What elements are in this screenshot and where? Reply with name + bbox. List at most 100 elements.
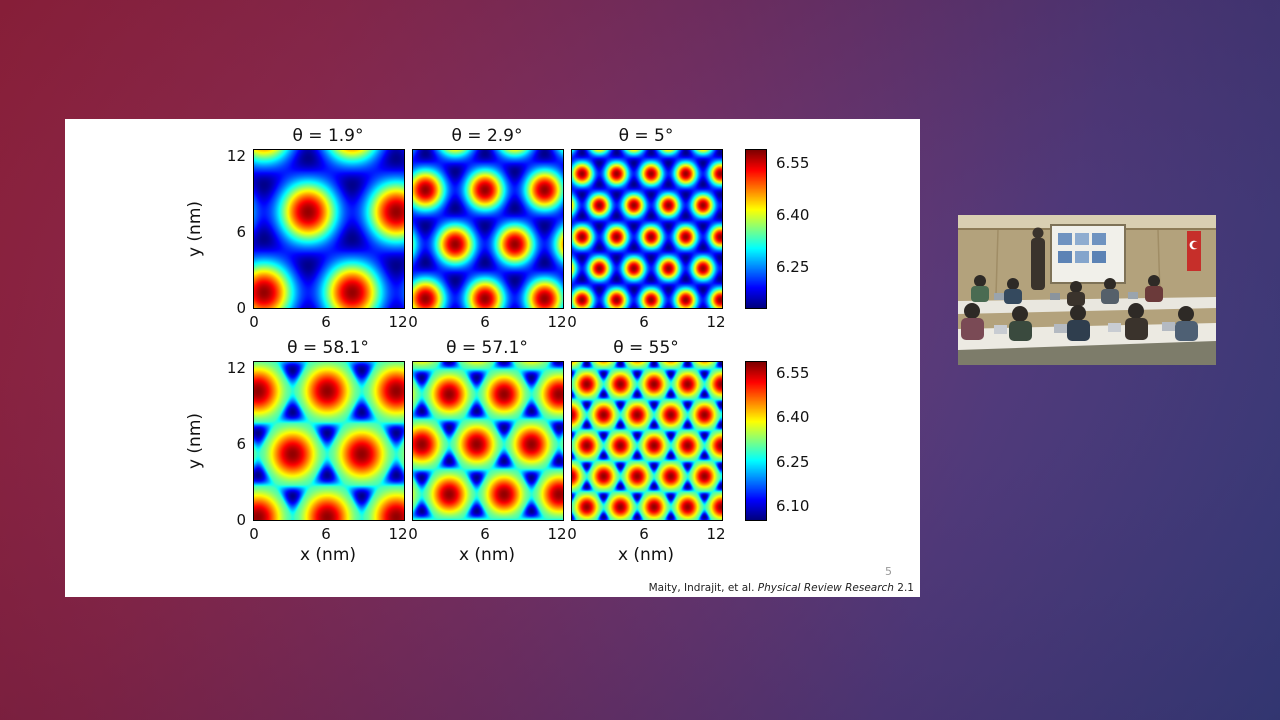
- x-tick-label: 6: [639, 525, 649, 543]
- y-axis-label: y (nm): [185, 200, 205, 258]
- x-tick-label: 6: [321, 313, 331, 331]
- x-tick-label: 0: [249, 525, 259, 543]
- audience-member: [1101, 278, 1119, 304]
- laptop: [994, 325, 1007, 334]
- y-tick-label: 12: [226, 359, 246, 378]
- laptop: [1054, 324, 1067, 333]
- y-tick-label: 12: [226, 147, 246, 166]
- heatmap-panel: θ = 58.1° 0 6 12 12 6 0 x (nm): [227, 337, 408, 565]
- colorbar-tick-label: 6.40: [776, 408, 810, 427]
- heatmap-canvas: [254, 362, 404, 520]
- x-tick-label: 6: [321, 525, 331, 543]
- colorbar: 6.55 6.40 6.25 6.10: [745, 361, 809, 521]
- citation-issue: 2.1: [893, 582, 914, 594]
- x-tick-label: 0: [408, 313, 418, 331]
- heatmap-plot: 0 6 12: [408, 149, 567, 331]
- figure: y (nm) θ = 1.9° 0 6 12 12 6 0 θ = 2.9° 0 6 12 θ = 5°…: [157, 125, 809, 565]
- laptop: [1162, 322, 1175, 331]
- x-tick-label: 6: [480, 313, 490, 331]
- heatmap-plot: 0 6 12: [408, 361, 567, 543]
- screen-content: [1092, 251, 1106, 263]
- panel-title: θ = 1.9°: [292, 126, 364, 146]
- screen-content: [1075, 233, 1089, 245]
- y-tick-label: 6: [236, 435, 246, 454]
- wall-panel-line: [1157, 229, 1161, 296]
- colorbar-tick-label: 6.40: [776, 206, 810, 225]
- heatmap-plot: 0 6 12 12 6 0: [227, 147, 408, 331]
- x-axis-label: x (nm): [458, 545, 516, 565]
- heatmap-panel: θ = 2.9° 0 6 12: [408, 125, 567, 331]
- colorbar-tick-label: 6.25: [776, 258, 810, 277]
- heatmap-plot: 0 6 12: [567, 149, 726, 331]
- screen-content: [1092, 233, 1106, 245]
- audience-member: [1004, 278, 1022, 304]
- x-tick-label: 12: [547, 313, 567, 331]
- colorbar-canvas: [746, 150, 766, 308]
- audience-member: [961, 303, 984, 340]
- audience-member: [1145, 275, 1163, 302]
- video-thumbnail: [958, 215, 1216, 365]
- citation-journal: Physical Review Research: [757, 582, 894, 594]
- heatmap-panel: θ = 57.1° 0 6 12 x (nm): [408, 337, 567, 565]
- x-tick-label: 6: [480, 525, 490, 543]
- panel-title: θ = 2.9°: [451, 126, 523, 146]
- panel-title: θ = 58.1°: [287, 338, 369, 358]
- screen-content: [1075, 251, 1089, 263]
- panel-title: θ = 5°: [618, 126, 674, 146]
- audience-member: [971, 275, 989, 302]
- heatmap-canvas: [254, 150, 404, 308]
- x-tick-label: 12: [388, 313, 408, 331]
- heatmap-canvas: [572, 150, 722, 308]
- presentation-slide: y (nm) θ = 1.9° 0 6 12 12 6 0 θ = 2.9° 0 6 12 θ = 5°…: [65, 119, 920, 597]
- laptop: [1108, 323, 1121, 332]
- citation-authors: Maity, Indrajit, et al.: [648, 582, 758, 594]
- presenter-head: [1032, 227, 1044, 239]
- x-tick-label: 12: [706, 525, 726, 543]
- colorbar-tick-label: 6.55: [776, 153, 810, 172]
- slide-citation: Maity, Indrajit, et al. Physical Review …: [649, 582, 914, 594]
- y-tick-label: 0: [236, 511, 246, 529]
- screen-content: [1058, 233, 1072, 245]
- heatmap-plot: 0 6 12 12 6 0: [227, 359, 408, 543]
- classroom-ceiling: [958, 215, 1216, 228]
- heatmap-canvas: [572, 362, 722, 520]
- x-tick-label: 12: [388, 525, 408, 543]
- y-tick-label: 0: [236, 299, 246, 317]
- laptop: [1128, 292, 1138, 299]
- presenter-silhouette: [1031, 238, 1045, 290]
- turkish-flag: [1187, 231, 1201, 271]
- colorbar-tick-label: 6.25: [776, 452, 810, 471]
- colorbar-bar: [745, 361, 767, 521]
- x-tick-label: 12: [706, 313, 726, 331]
- y-tick-label: 6: [236, 223, 246, 242]
- colorbar: 6.55 6.40 6.25: [745, 149, 809, 309]
- panel-title: θ = 57.1°: [446, 338, 528, 358]
- x-tick-label: 0: [408, 525, 418, 543]
- x-tick-label: 0: [249, 313, 259, 331]
- colorbar-tick-label: 6.55: [776, 363, 810, 382]
- panel-title: θ = 55°: [613, 338, 679, 358]
- colorbar-bar: [745, 149, 767, 309]
- audience-member: [1067, 305, 1090, 341]
- classroom-scene: [958, 215, 1216, 365]
- x-tick-label: 12: [547, 525, 567, 543]
- wall-panel-line: [995, 229, 999, 296]
- heatmap-panel: θ = 5° 0 6 12: [567, 125, 726, 331]
- audience-member: [1067, 281, 1085, 306]
- laptop: [1050, 293, 1060, 300]
- slide-page-number: 5: [885, 565, 892, 578]
- y-axis-label: y (nm): [185, 412, 205, 470]
- audience-member: [1009, 306, 1032, 341]
- heatmap-canvas: [413, 150, 563, 308]
- x-tick-label: 0: [567, 525, 577, 543]
- x-axis-label: x (nm): [617, 545, 675, 565]
- audience-member: [1175, 306, 1198, 341]
- screen-content: [1058, 251, 1072, 263]
- heatmap-panel: θ = 1.9° 0 6 12 12 6 0: [227, 125, 408, 331]
- laptop: [994, 293, 1004, 300]
- audience-member: [1125, 303, 1148, 340]
- colorbar-tick-label: 6.10: [776, 497, 810, 516]
- x-tick-label: 6: [639, 313, 649, 331]
- heatmap-panel: θ = 55° 0 6 12 x (nm): [567, 337, 725, 565]
